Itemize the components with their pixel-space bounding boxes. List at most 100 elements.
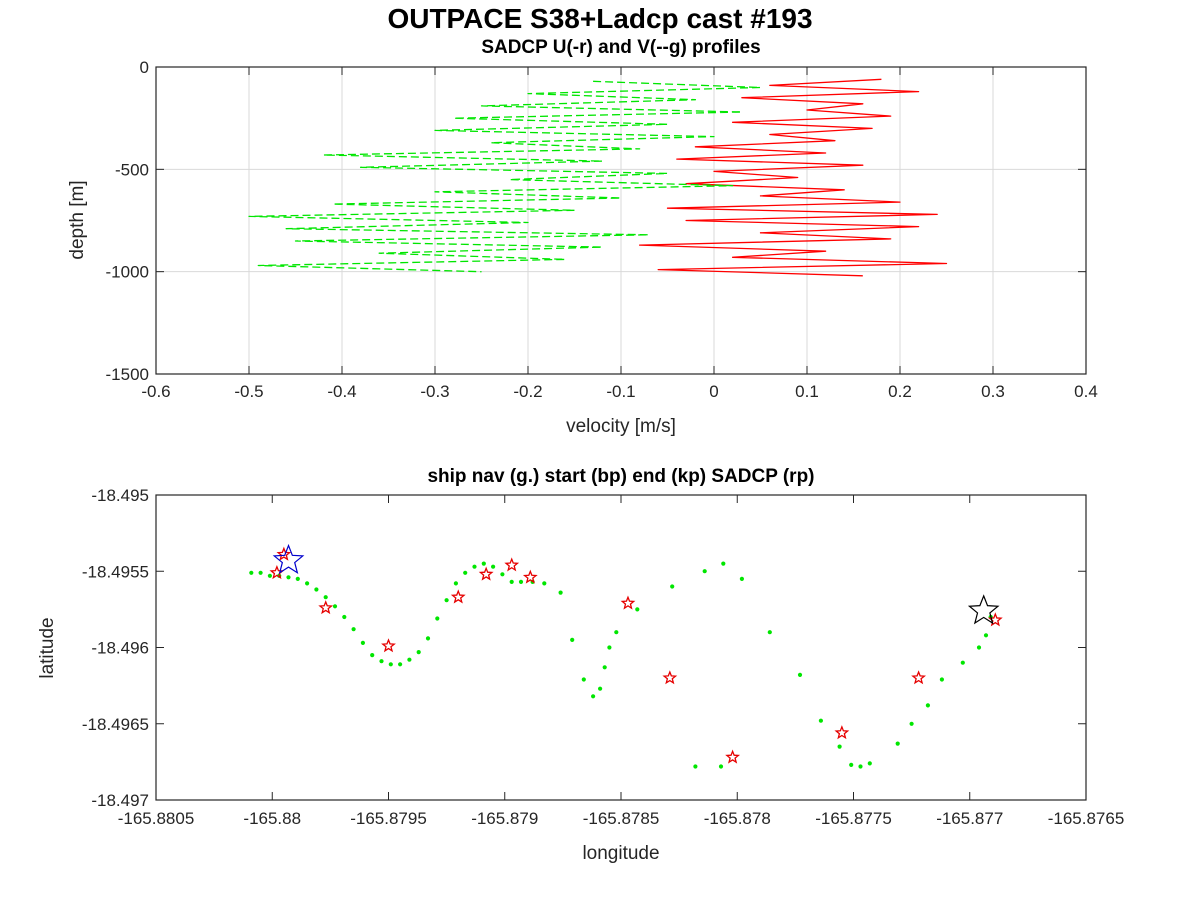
ship-nav-point [491,564,496,569]
sadcp-star-marker [834,725,850,740]
nav-x-tick-label: -165.879 [471,809,538,828]
ship-nav-point [602,665,607,670]
nav-x-tick-label: -165.88 [243,809,301,828]
ship-nav-point [849,762,854,768]
profile-series-u-line [638,78,948,277]
ship-nav-point [797,672,803,678]
ship-nav-point [360,640,365,646]
profile-y-ticks: 0 -500 -1000 -1500 [106,58,1086,384]
profile-y-tick-label: -1500 [106,365,149,384]
profile-x-tick-label: 0.4 [1074,382,1098,401]
ship-nav-point [249,570,254,575]
ship-nav-point [858,764,863,769]
ship-nav-point [591,694,596,699]
ship-nav-point [267,573,272,578]
ship-nav-point [258,570,263,575]
ship-nav-point [670,584,675,589]
nav-y-axis-label: latitude [37,617,58,678]
profile-series-v-line [248,80,762,273]
start-star-marker [272,543,305,575]
profile-y-tick-label: 0 [140,58,149,77]
ship-nav-point [867,761,872,766]
nav-y-tick-label: -18.495 [91,486,149,505]
ship-nav-point [960,660,965,665]
sadcp-star-marker [504,557,520,572]
ship-nav-point [463,570,468,575]
ship-nav-point [305,581,310,586]
sadcp-star-marker [620,595,636,610]
ship-nav-point [416,650,421,655]
nav-x-axis-label: longitude [582,843,659,864]
profile-x-ticks: -0.6 -0.5 -0.4 -0.3 -0.2 -0.1 0 0.1 0.2 0.3 0.4 [141,67,1098,401]
ship-nav-point [351,627,356,632]
sadcp-star-marker [662,670,678,685]
ship-nav-point [925,703,931,708]
ship-nav-point [444,598,449,603]
ship-nav-point [314,587,319,592]
ship-nav-point [702,569,707,574]
profile-x-tick-label: -0.2 [513,382,542,401]
nav-x-ticks: -165.8805 -165.88 -165.8795 -165.879 -165.87… [118,495,1125,828]
ship-nav-point [286,575,291,580]
ship-nav-point [295,576,300,582]
ship-nav-point [976,645,982,650]
profile-x-tick-label: 0.1 [795,382,819,401]
profile-axes: SADCP U(-r) and V(--g) profiles -0.6 -0.5… [67,37,1098,437]
ship-nav-point [398,662,403,667]
nav-y-tick-label: -18.497 [91,791,149,810]
ship-nav-point [909,721,914,726]
nav-x-tick-label: -165.8795 [350,809,427,828]
nav-y-ticks: -18.495 -18.4955 -18.496 -18.4965 -18.497 [82,486,1086,810]
end-star-marker [967,594,1000,625]
ship-nav-point [435,616,440,621]
nav-x-tick-label: -165.8805 [118,809,195,828]
nav-x-tick-label: -165.877 [936,809,1003,828]
profile-grid [155,66,1087,375]
ship-nav-point [558,590,563,595]
sadcp-star-marker [450,589,466,604]
ship-nav-point [518,579,524,585]
ship-nav-point [370,653,375,658]
figure-title: OUTPACE S38+Ladcp cast #193 [387,3,812,34]
ship-nav-point [983,633,989,638]
nav-y-tick-label: -18.4965 [82,715,149,734]
profile-y-tick-label: -500 [115,160,149,179]
profile-x-tick-label: -0.4 [327,382,356,401]
ship-nav-point [837,744,842,749]
profile-x-axis-label: velocity [m/s] [566,416,676,437]
nav-x-tick-label: -165.8765 [1048,809,1125,828]
ship-nav-point [570,637,575,643]
profile-x-tick-label: 0.2 [888,382,912,401]
ship-nav-point [472,564,477,569]
profile-y-axis-label: depth [m] [67,180,88,259]
nav-plot-area [249,543,1003,769]
ship-nav-point [767,630,772,635]
sadcp-star-marker [725,749,741,764]
ship-nav-point [379,659,384,664]
ship-nav-point [895,741,900,746]
sadcp-star-marker [911,670,927,685]
nav-y-tick-label: -18.4955 [82,562,149,581]
nav-y-tick-label: -18.496 [91,639,149,658]
nav-axes-title: ship nav (g.) start (bp) end (kp) SADCP … [427,466,814,487]
profile-x-tick-label: -0.5 [234,382,263,401]
ship-nav-point [388,662,393,667]
ship-nav-point [581,677,586,682]
ship-nav-point [342,614,347,620]
ship-nav-point [721,561,726,566]
nav-x-tick-label: -165.8785 [583,809,660,828]
ship-nav-point [542,581,547,586]
nav-axes: ship nav (g.) start (bp) end (kp) SADCP … [37,466,1124,864]
nav-x-tick-label: -165.878 [704,809,771,828]
ship-nav-point [693,764,698,769]
profile-x-tick-label: -0.1 [606,382,635,401]
ship-nav-point [407,657,412,662]
ship-nav-point [453,581,458,586]
ship-nav-point [332,604,338,609]
ship-nav-point [635,607,640,612]
ship-nav-point [818,718,824,723]
ship-nav-point [481,561,486,566]
ship-nav-point [598,686,603,691]
sadcp-star-marker [276,546,292,561]
